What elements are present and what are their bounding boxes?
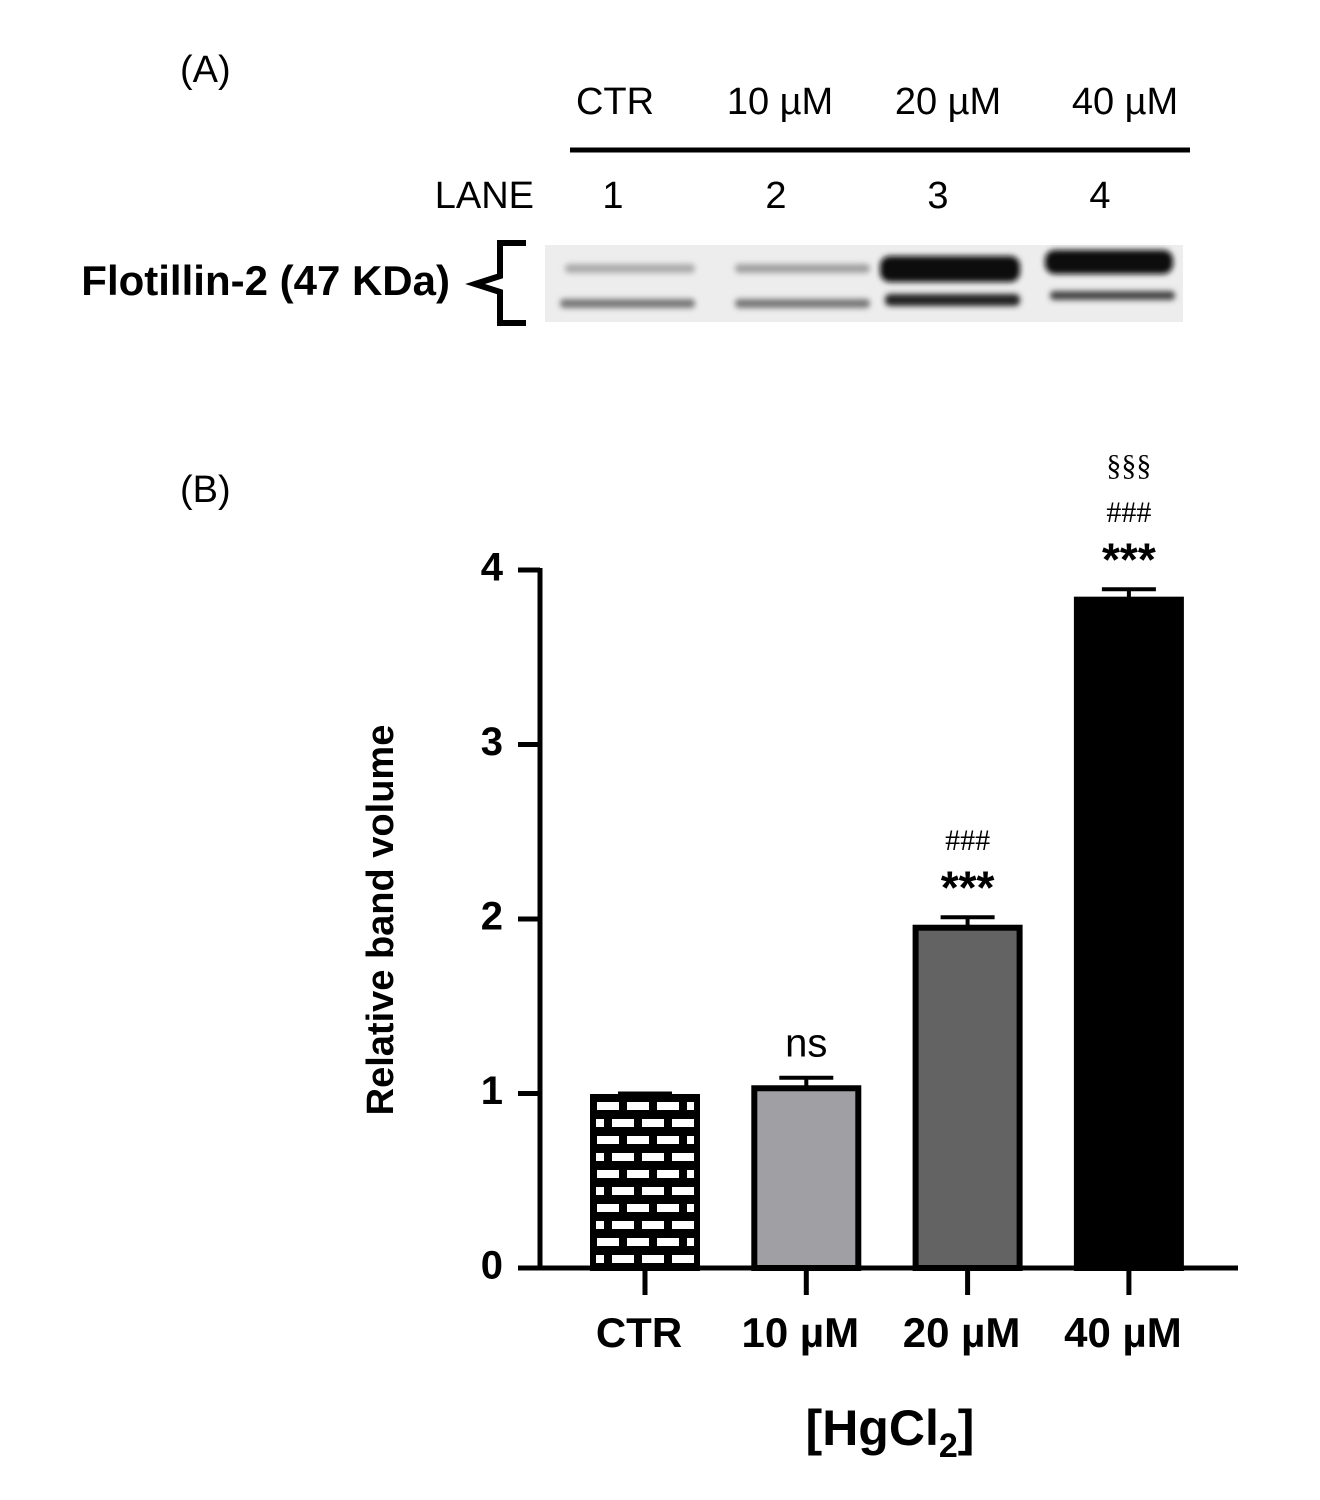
x-axis-label-part: ] [958,1400,975,1456]
x-tick-label: CTR [596,1309,682,1356]
bracket [465,240,526,326]
condition-label: CTR [576,81,654,123]
condition-label: 20 µM [895,81,1001,123]
bar [1073,596,1184,1271]
band [1050,291,1175,300]
lane-number: 3 [927,175,948,217]
panel-label: (A) [180,49,231,91]
y-tick-label: 0 [481,1244,503,1288]
lane-number: 2 [765,175,786,217]
band [1045,250,1173,274]
significance-label: ### [945,824,990,857]
y-tick-label: 3 [481,720,503,764]
band [735,264,870,273]
significance-label: ns [785,1021,827,1065]
significance-label: *** [1102,533,1156,585]
protein-label: Flotillin-2 (47 KDa) [81,257,450,304]
plot: 0 1 2 3 4 CTR 10 µM ns 20 µM *** ### 40 µM *** ### §§§ [481,449,1238,1356]
band [735,299,870,308]
x-axis-label-part: [HgCl [806,1400,939,1456]
bar [751,1085,862,1272]
blot [545,245,1183,322]
y-tick-label: 1 [481,1069,503,1113]
y-tick-label: 2 [481,895,503,939]
lane-number: 4 [1089,175,1110,217]
lane-number: 1 [602,175,623,217]
y-axis-label: Relative band volume [360,725,402,1116]
panel-label: (B) [180,469,231,511]
bar [912,924,1023,1271]
condition-label: 10 µM [727,81,833,123]
band [885,294,1020,306]
band [880,256,1020,282]
x-tick-label: 40 µM [1064,1309,1182,1356]
band [565,264,695,273]
significance-label: §§§ [1106,449,1151,482]
error-bar [940,915,995,928]
significance-label: ### [1106,496,1151,529]
condition-label: 40 µM [1072,81,1178,123]
x-axis-label-subscript: 2 [939,1427,958,1465]
x-axis-label: [HgCl2] [806,1400,975,1465]
error-bar [779,1075,834,1089]
band [560,299,695,308]
x-tick-label: 10 µM [742,1309,860,1356]
bands [560,250,1175,308]
x-tick-label: 20 µM [903,1309,1021,1356]
significance-label: *** [941,861,995,913]
error-bar [618,1091,672,1097]
bar [590,1093,700,1271]
error-bar [1101,587,1156,600]
y-tick-label: 4 [481,546,504,590]
lane-label: LANE [435,175,534,217]
